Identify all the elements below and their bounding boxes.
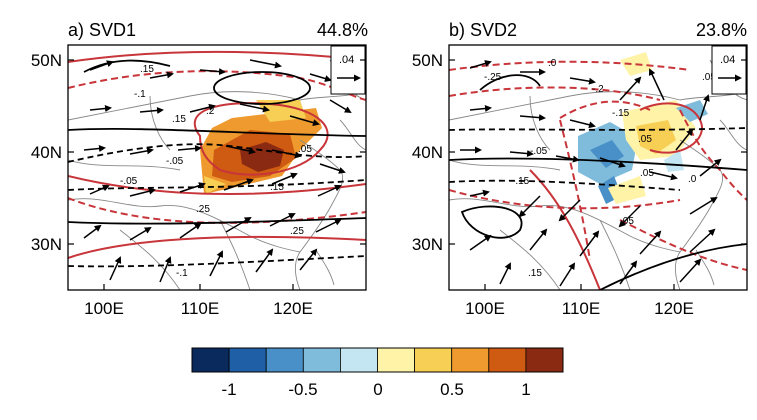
colorbar-cell xyxy=(228,347,267,373)
contour-labels: .15 -.1 .2 .15 -.05 .05 .15 -.05 .25 .25… xyxy=(120,64,312,279)
coastlines xyxy=(449,59,747,290)
panel-title: a) SVD1 xyxy=(68,20,136,40)
map-area: .15 -.1 .2 .15 -.05 .05 .15 -.05 .25 .25… xyxy=(68,50,366,290)
colorbar-label: 0 xyxy=(373,380,382,399)
correlation-shading xyxy=(578,52,708,204)
colorbar-cell xyxy=(488,347,527,373)
contour-label: -.05 xyxy=(530,146,548,157)
wind-vectors xyxy=(83,59,352,283)
lat-label-40n: 40N xyxy=(412,143,443,162)
colorbar-cell xyxy=(525,347,564,373)
variance-percent: 23.8% xyxy=(696,20,747,40)
reference-vector-box: .04 xyxy=(711,45,747,95)
contour-label: -.15 xyxy=(512,176,530,187)
contours xyxy=(449,60,747,290)
colorbar-cell xyxy=(377,347,415,373)
lon-label-100e: 100E xyxy=(84,299,124,318)
map-frame xyxy=(448,44,748,291)
contour-label: .2 xyxy=(206,106,215,117)
contour-label: .05 xyxy=(640,168,654,179)
contour-label: -.1 xyxy=(134,89,146,100)
contour-label: .0 xyxy=(688,174,697,185)
lat-label-30n: 30N xyxy=(31,235,62,254)
reference-vector-label: .04 xyxy=(720,54,735,66)
map-area: -.25 .0 -.2 -.15 .05 -.05 .05 .05 -.15 .… xyxy=(449,52,747,290)
contour-label: .25 xyxy=(290,226,304,237)
axis-ticks xyxy=(449,59,747,290)
colorbar: -1 -0.5 0 0.5 1 xyxy=(191,347,564,399)
variance-percent: 44.8% xyxy=(317,20,368,40)
contour-label: -.25 xyxy=(484,72,502,83)
lon-label-120e: 120E xyxy=(273,299,313,318)
contour-labels: -.25 .0 -.2 -.15 .05 -.05 .05 .05 -.15 .… xyxy=(484,58,716,279)
lon-label-100e: 100E xyxy=(465,299,505,318)
contour-label: -.05 xyxy=(120,176,138,187)
contour-label: -.2 xyxy=(592,84,604,95)
colorbar-cell xyxy=(414,347,453,373)
contour-label: .25 xyxy=(196,204,210,215)
colorbar-cell xyxy=(265,347,304,373)
contour-label: -.05 xyxy=(166,156,184,167)
lat-label-50n: 50N xyxy=(412,51,443,70)
wind-vectors xyxy=(460,60,722,287)
colorbar-cell xyxy=(339,347,378,373)
lon-label-110e: 110E xyxy=(562,299,600,318)
contour-label: .05 xyxy=(638,134,652,145)
colorbar-cells xyxy=(191,347,564,373)
contour-label: .15 xyxy=(172,114,186,125)
contour-label: .15 xyxy=(528,268,542,279)
lon-label-110e: 110E xyxy=(181,299,219,318)
map-frame xyxy=(67,44,367,291)
contour-label: -.1 xyxy=(176,268,188,279)
colorbar-cell xyxy=(191,347,230,373)
contour-label: .0 xyxy=(548,58,557,69)
colorbar-label: -0.5 xyxy=(288,380,317,399)
panel-svd1: a) SVD1 44.8% xyxy=(31,20,368,318)
lat-label-40n: 40N xyxy=(31,143,62,162)
reference-vector-label: .04 xyxy=(339,54,354,66)
contour-label: .05 xyxy=(620,216,634,227)
contour-label: -.15 xyxy=(612,108,630,119)
colorbar-frame xyxy=(191,347,564,373)
colorbar-label: -1 xyxy=(221,380,236,399)
reference-vector-box: .04 xyxy=(330,45,366,95)
colorbar-label: 0.5 xyxy=(440,380,464,399)
contour-label: .15 xyxy=(270,182,284,193)
panel-title: b) SVD2 xyxy=(449,20,517,40)
contour-label: .05 xyxy=(298,144,312,155)
lon-label-120e: 120E xyxy=(654,299,694,318)
axis-ticks xyxy=(68,59,366,290)
colorbar-cell xyxy=(451,347,490,373)
contour-label: .15 xyxy=(140,64,154,75)
contour-label: .05 xyxy=(702,72,716,83)
colorbar-cell xyxy=(302,347,341,373)
lat-label-50n: 50N xyxy=(31,51,62,70)
colorbar-label: 1 xyxy=(521,380,530,399)
panel-svd2: b) SVD2 23.8% xyxy=(412,20,748,318)
lat-label-30n: 30N xyxy=(412,235,443,254)
